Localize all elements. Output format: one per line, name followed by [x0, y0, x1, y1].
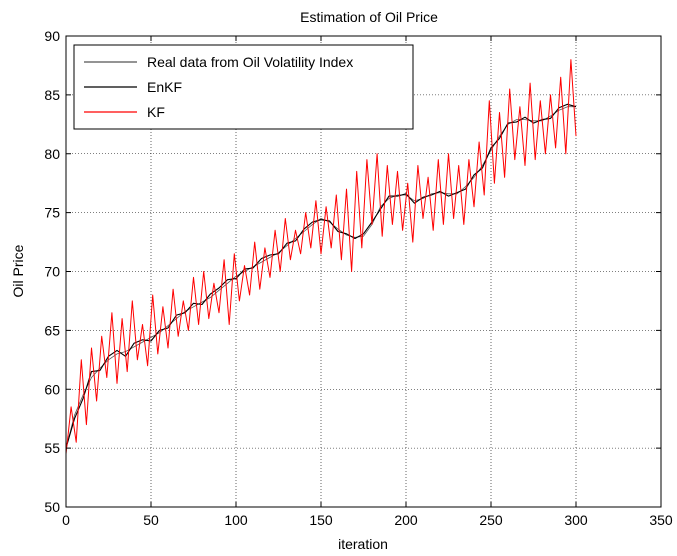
y-axis-label: Oil Price — [10, 244, 26, 297]
x-tick-label: 200 — [394, 512, 418, 528]
x-tick-label: 250 — [479, 512, 503, 528]
x-tick-label: 100 — [224, 512, 248, 528]
y-tick-label: 90 — [44, 28, 60, 44]
legend-label-real: Real data from Oil Volatility Index — [147, 54, 353, 70]
x-tick-label: 0 — [62, 512, 70, 528]
y-tick-label: 50 — [44, 499, 60, 515]
y-tick-label: 70 — [44, 264, 60, 280]
series-line-real — [65, 106, 576, 449]
y-tick-label: 65 — [44, 322, 60, 338]
y-tick-label: 60 — [44, 381, 60, 397]
series-line-enkf — [65, 103, 577, 449]
y-tick-label: 55 — [44, 440, 60, 456]
y-tick-label: 85 — [44, 87, 60, 103]
legend-label-enkf: EnKF — [147, 79, 182, 95]
x-tick-label: 50 — [143, 512, 159, 528]
x-tick-label: 300 — [564, 512, 588, 528]
x-axis-label: iteration — [338, 536, 388, 552]
x-tick-label: 350 — [649, 512, 673, 528]
chart-title: Estimation of Oil Price — [300, 9, 438, 25]
series-layer — [65, 59, 577, 455]
legend-label-kf: KF — [147, 104, 165, 120]
x-tick-label: 150 — [309, 512, 333, 528]
y-tick-label: 80 — [44, 146, 60, 162]
legend: Real data from Oil Volatility Index EnKF K… — [73, 44, 414, 130]
series-line-kf — [65, 59, 577, 455]
y-tick-label: 75 — [44, 205, 60, 221]
